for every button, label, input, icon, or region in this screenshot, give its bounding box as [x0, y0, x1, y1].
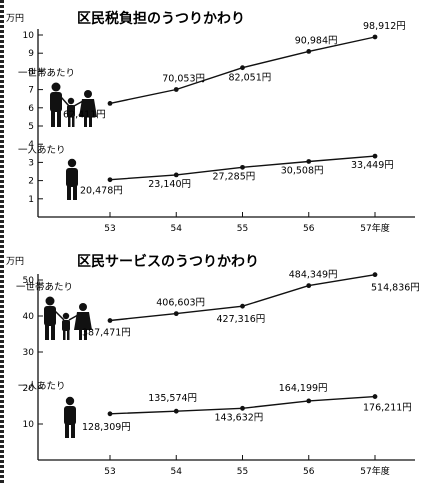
y-tick-label: 3 [28, 158, 34, 168]
data-point [107, 318, 113, 323]
data-point [107, 411, 113, 417]
data-label: 23,140円 [148, 179, 191, 190]
chart2-plot: 387,471円 406,603円 427,316円 484,349円 514,836円… [82, 270, 420, 433]
chart2-legend-household: 一世帯あたり [16, 281, 92, 340]
chart1-plot: 62,411円 70,053円 82,051円 90,984円 98,912円 20,47… [63, 21, 406, 197]
y-tick-label: 2 [28, 177, 34, 187]
chart1-title: 区民税負担のうつりかわり [77, 10, 245, 27]
data-point [240, 164, 245, 170]
data-point [306, 398, 312, 404]
data-point [107, 177, 113, 183]
data-point [240, 65, 245, 71]
data-label: 98,912円 [363, 21, 406, 32]
chart2-series-household-label: 一世帯あたり [16, 281, 73, 293]
y-tick-label: 6 [28, 104, 34, 114]
y-tick-label: 10 [23, 420, 35, 430]
data-label: 484,349円 [289, 270, 338, 281]
data-point [173, 311, 179, 317]
chart1-unit: 万円 [6, 13, 24, 24]
data-label: 135,574円 [148, 393, 197, 404]
data-point [240, 303, 245, 309]
x-tick-label: 57年度 [360, 465, 389, 477]
chart2-unit: 万円 [6, 256, 24, 267]
y-tick-label: 5 [28, 122, 34, 132]
chart2-title: 区民サービスのうつりかわり [77, 254, 259, 270]
data-point [173, 408, 179, 414]
chart2-x-ticks: 53 54 55 56 57年度 [38, 455, 415, 477]
chart1-x-ticks: 53 54 55 56 57年度 [38, 212, 415, 234]
data-label: 164,199円 [279, 383, 328, 394]
data-label: 514,836円 [371, 283, 420, 294]
data-label: 128,309円 [82, 422, 131, 433]
data-point [240, 405, 245, 411]
data-point [306, 49, 312, 54]
data-label: 62,411円 [63, 109, 106, 120]
data-label: 143,632円 [215, 412, 264, 423]
data-label: 90,984円 [295, 35, 338, 46]
family-icon [44, 296, 92, 340]
person-icon [66, 158, 78, 200]
chart1-legend-person: 一人あたり [18, 145, 78, 200]
data-label: 30,508円 [281, 165, 324, 176]
x-tick-label: 57年度 [360, 222, 389, 234]
data-point [372, 153, 378, 159]
chart1-legend-household: 一世帯あたり [18, 67, 97, 127]
y-tick-label: 4 [28, 140, 34, 150]
data-label: 387,471円 [82, 328, 131, 339]
data-label: 33,449円 [351, 160, 394, 171]
y-tick-label: 20 [23, 384, 35, 394]
x-tick-label: 56 [303, 224, 315, 234]
x-tick-label: 53 [104, 224, 115, 234]
y-tick-label: 50 [23, 276, 35, 286]
y-tick-label: 8 [28, 67, 34, 77]
series-line [109, 36, 376, 105]
data-point [372, 394, 378, 399]
chart2-y-ticks: 10 20 30 40 50 [23, 274, 43, 460]
family-icon [50, 82, 97, 127]
data-point [372, 272, 378, 278]
data-label: 70,053円 [162, 74, 205, 85]
data-point [107, 101, 113, 106]
y-tick-label: 9 [28, 49, 34, 59]
data-label: 406,603円 [156, 298, 205, 309]
data-point [306, 159, 312, 164]
y-tick-label: 10 [23, 31, 35, 41]
chart1-series-person-label: 一人あたり [18, 145, 66, 156]
data-label: 427,316円 [217, 314, 266, 325]
chart1-series-household-label: 一世帯あたり [18, 67, 75, 79]
x-tick-label: 54 [171, 224, 183, 234]
page-edge [0, 0, 4, 485]
data-point [372, 34, 378, 40]
person-icon [64, 396, 76, 438]
chart1-y-ticks: 1 2 3 4 5 6 7 8 9 10 [23, 29, 43, 217]
data-point [173, 172, 179, 178]
y-tick-label: 1 [28, 195, 34, 205]
data-point [173, 87, 179, 92]
x-tick-label: 55 [237, 467, 248, 477]
y-tick-label: 30 [23, 348, 35, 358]
data-label: 176,211円 [363, 403, 412, 414]
x-tick-label: 56 [303, 467, 315, 477]
chart2-series-person-label: 一人あたり [18, 381, 66, 392]
y-tick-label: 40 [23, 312, 35, 322]
y-tick-label: 7 [28, 86, 34, 96]
x-tick-label: 53 [104, 467, 115, 477]
x-tick-label: 54 [171, 467, 183, 477]
x-tick-label: 55 [237, 224, 248, 234]
data-label: 82,051円 [229, 73, 272, 84]
data-label: 27,285円 [213, 171, 256, 182]
chart2-legend-person: 一人あたり [18, 381, 76, 438]
data-label: 20,478円 [80, 186, 123, 197]
data-point [306, 283, 312, 289]
